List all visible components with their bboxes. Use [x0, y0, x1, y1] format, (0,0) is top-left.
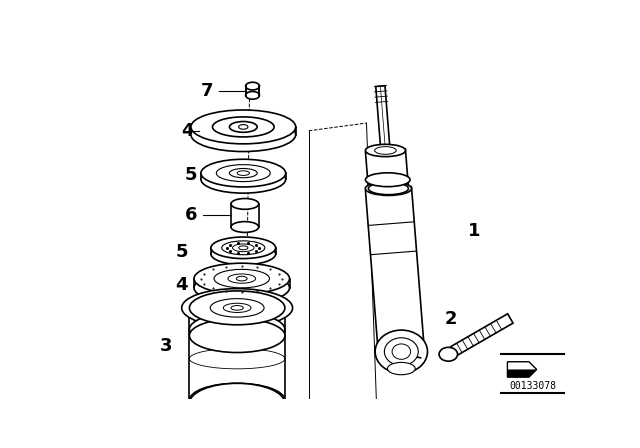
Ellipse shape [237, 171, 250, 176]
Ellipse shape [194, 263, 289, 294]
Ellipse shape [212, 117, 274, 137]
Ellipse shape [385, 338, 419, 366]
Ellipse shape [230, 168, 257, 178]
Ellipse shape [374, 146, 396, 154]
Text: 3: 3 [160, 337, 173, 355]
Ellipse shape [232, 244, 254, 252]
Ellipse shape [231, 222, 259, 233]
Polygon shape [508, 362, 537, 377]
Ellipse shape [189, 319, 285, 353]
Ellipse shape [194, 272, 289, 303]
Ellipse shape [236, 276, 247, 281]
Text: 1: 1 [468, 222, 481, 240]
Text: 6: 6 [185, 207, 197, 224]
Ellipse shape [210, 299, 264, 317]
Ellipse shape [189, 383, 285, 417]
Ellipse shape [216, 165, 270, 181]
Text: 7: 7 [201, 82, 213, 100]
Ellipse shape [231, 306, 243, 310]
Polygon shape [376, 86, 390, 151]
Ellipse shape [375, 330, 428, 373]
Ellipse shape [231, 198, 259, 209]
Ellipse shape [228, 274, 255, 283]
Polygon shape [451, 314, 513, 356]
Ellipse shape [191, 110, 296, 144]
Ellipse shape [365, 181, 412, 195]
Ellipse shape [439, 347, 458, 361]
Ellipse shape [201, 165, 285, 193]
Ellipse shape [191, 118, 296, 151]
Ellipse shape [378, 336, 424, 350]
Ellipse shape [201, 159, 285, 187]
Text: 2: 2 [445, 310, 458, 328]
Bar [246, 86, 259, 95]
Ellipse shape [239, 125, 248, 129]
Text: 5: 5 [175, 243, 188, 262]
Ellipse shape [189, 291, 285, 325]
Ellipse shape [221, 241, 265, 255]
Polygon shape [365, 149, 408, 190]
Ellipse shape [223, 303, 251, 313]
Ellipse shape [365, 144, 406, 157]
Polygon shape [365, 187, 424, 345]
Ellipse shape [365, 173, 410, 187]
Polygon shape [508, 362, 537, 370]
Ellipse shape [211, 243, 276, 265]
Text: 4: 4 [181, 122, 193, 140]
Ellipse shape [387, 362, 415, 375]
Ellipse shape [182, 289, 292, 327]
Text: 4: 4 [175, 276, 188, 294]
Ellipse shape [230, 121, 257, 132]
Ellipse shape [211, 237, 276, 258]
Ellipse shape [369, 182, 408, 195]
Ellipse shape [246, 82, 259, 90]
Ellipse shape [189, 389, 285, 423]
Ellipse shape [239, 246, 248, 250]
Text: 5: 5 [185, 166, 197, 185]
Text: 00133078: 00133078 [509, 381, 556, 392]
Ellipse shape [392, 344, 411, 359]
Ellipse shape [189, 383, 285, 423]
Ellipse shape [246, 91, 259, 99]
Ellipse shape [214, 269, 269, 288]
Ellipse shape [189, 313, 285, 346]
